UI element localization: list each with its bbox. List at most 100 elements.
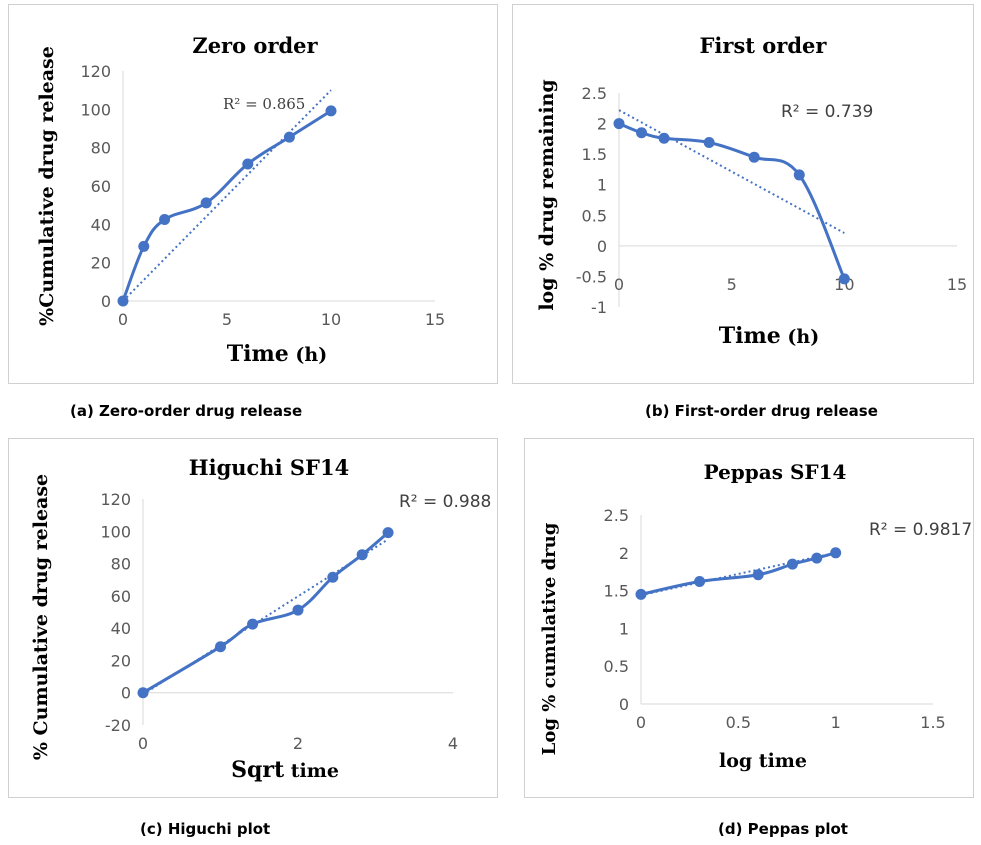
data-point [382, 527, 394, 539]
y-tick-label: 100 [100, 522, 131, 541]
chart-title: Peppas SF14 [704, 460, 847, 484]
higuchi-chart-panel: -20 0 20 40 60 80 100 120 0 2 4 Higuchi SF14 R² = 0.… [8, 438, 498, 798]
r2-label: R² = 0.9817 [869, 520, 972, 540]
x-tick-label: 0 [118, 310, 128, 329]
y-tick-label: 0 [121, 684, 131, 703]
data-point [292, 604, 304, 616]
y-tick-label: 2 [597, 115, 607, 134]
x-tick-label: 0.5 [726, 713, 751, 732]
data-point [703, 137, 715, 149]
data-point [356, 549, 368, 561]
y-tick-label: 0.5 [582, 206, 607, 225]
y-tick-label: 120 [100, 490, 131, 509]
chart-svg: 0 0.5 1 1.5 2 2.5 0 0.5 1 1.5 Peppas SF14 R² = 0.98… [539, 460, 972, 772]
x-tick-label: 15 [947, 275, 967, 294]
series-line [640, 551, 837, 596]
series-line [121, 109, 332, 302]
x-axis-title-unit: (h) [781, 326, 819, 348]
y-tick-label: 0 [597, 237, 607, 256]
y-tick-label: 60 [111, 587, 131, 606]
data-point [748, 151, 760, 163]
y-tick-label: 60 [91, 177, 111, 196]
caption-peppas: (d) Peppas plot [718, 820, 848, 838]
x-axis-title: Time (h) [227, 341, 327, 367]
trendline [618, 109, 845, 234]
y-tick-label: 1 [597, 176, 607, 195]
data-point [283, 131, 295, 143]
data-point [247, 618, 259, 630]
y-tick-label: 0 [101, 292, 111, 311]
y-axis-title: %Cumulative drug release [36, 46, 58, 326]
data-point [635, 588, 647, 600]
data-point [636, 127, 648, 139]
data-point [138, 240, 150, 252]
x-tick-label: 0 [614, 275, 624, 294]
x-tick-label: 10 [321, 310, 341, 329]
x-tick-label: 0 [138, 734, 148, 753]
x-axis-title-main: Time [719, 323, 781, 349]
data-point [215, 641, 226, 653]
x-axis-title-main: Time [227, 341, 289, 367]
data-point [793, 169, 805, 181]
data-point [694, 576, 706, 588]
data-point [117, 295, 129, 307]
y-tick-label: -20 [105, 716, 131, 735]
data-point [200, 197, 212, 209]
r2-label: R² = 0.865 [223, 95, 305, 113]
y-tick-label: -0.5 [576, 267, 607, 286]
chart-title: First order [700, 33, 828, 58]
data-point [327, 571, 339, 583]
y-tick-label: 20 [91, 254, 111, 273]
y-tick-label: 2.5 [604, 506, 629, 525]
y-tick-label: 80 [111, 555, 131, 574]
y-tick-label: 80 [91, 139, 111, 158]
x-axis-title: Time (h) [719, 323, 819, 349]
y-tick-label: -1 [591, 298, 607, 317]
data-point [658, 132, 670, 144]
chart-svg: 0 20 40 60 80 100 120 0 5 10 15 Zero order R² = 0.86… [36, 33, 445, 367]
data-point [325, 105, 337, 117]
y-tick-label: 40 [111, 619, 131, 638]
y-tick-label: 1.5 [604, 582, 629, 601]
r2-label: R² = 0.988 [399, 492, 491, 512]
data-point [830, 547, 842, 559]
y-tick-label: 120 [80, 62, 111, 81]
x-axis-title-unit: time [284, 760, 339, 782]
chart-title: Zero order [192, 33, 318, 58]
caption-first-order: (b) First-order drug release [645, 402, 878, 420]
caption-higuchi: (c) Higuchi plot [140, 820, 271, 838]
x-axis-title-main: Sqrt [231, 757, 285, 783]
y-tick-label: 1.5 [582, 145, 607, 164]
y-tick-label: 2.5 [582, 84, 607, 103]
data-point [159, 214, 171, 226]
r2-label: R² = 0.739 [781, 102, 873, 122]
x-tick-label: 1.5 [920, 713, 945, 732]
data-point [137, 687, 149, 699]
x-tick-label: 15 [425, 310, 445, 329]
peppas-chart-panel: 0 0.5 1 1.5 2 2.5 0 0.5 1 1.5 Peppas SF14 R² = 0.98… [524, 438, 974, 798]
y-tick-label: 20 [111, 651, 131, 670]
data-point [752, 569, 764, 581]
trendline [122, 89, 332, 302]
x-axis-title: log time [719, 750, 807, 772]
y-tick-label: 2 [619, 544, 629, 563]
x-tick-label: 0 [636, 713, 646, 732]
y-tick-label: 0.5 [604, 657, 629, 676]
data-point [811, 552, 823, 564]
x-tick-label: 5 [222, 310, 232, 329]
x-axis-title-unit: (h) [289, 344, 327, 366]
caption-zero-order: (a) Zero-order drug release [70, 402, 303, 420]
x-tick-label: 5 [727, 275, 737, 294]
x-axis-title: Sqrt time [231, 757, 339, 783]
y-axis-title: log % drug remaining [536, 79, 558, 310]
x-axis-title-main: log time [719, 750, 807, 772]
y-tick-label: 40 [91, 215, 111, 234]
y-axis-title: % Cumulative drug release [30, 474, 52, 760]
chart-title: Higuchi SF14 [189, 455, 349, 480]
chart-svg: -20 0 20 40 60 80 100 120 0 2 4 Higuchi SF14 R² = 0.… [30, 455, 491, 783]
data-point [242, 158, 254, 170]
zero-order-chart-panel: 0 20 40 60 80 100 120 0 5 10 15 Zero order R² = 0.86… [8, 4, 498, 384]
y-tick-label: 100 [80, 100, 111, 119]
